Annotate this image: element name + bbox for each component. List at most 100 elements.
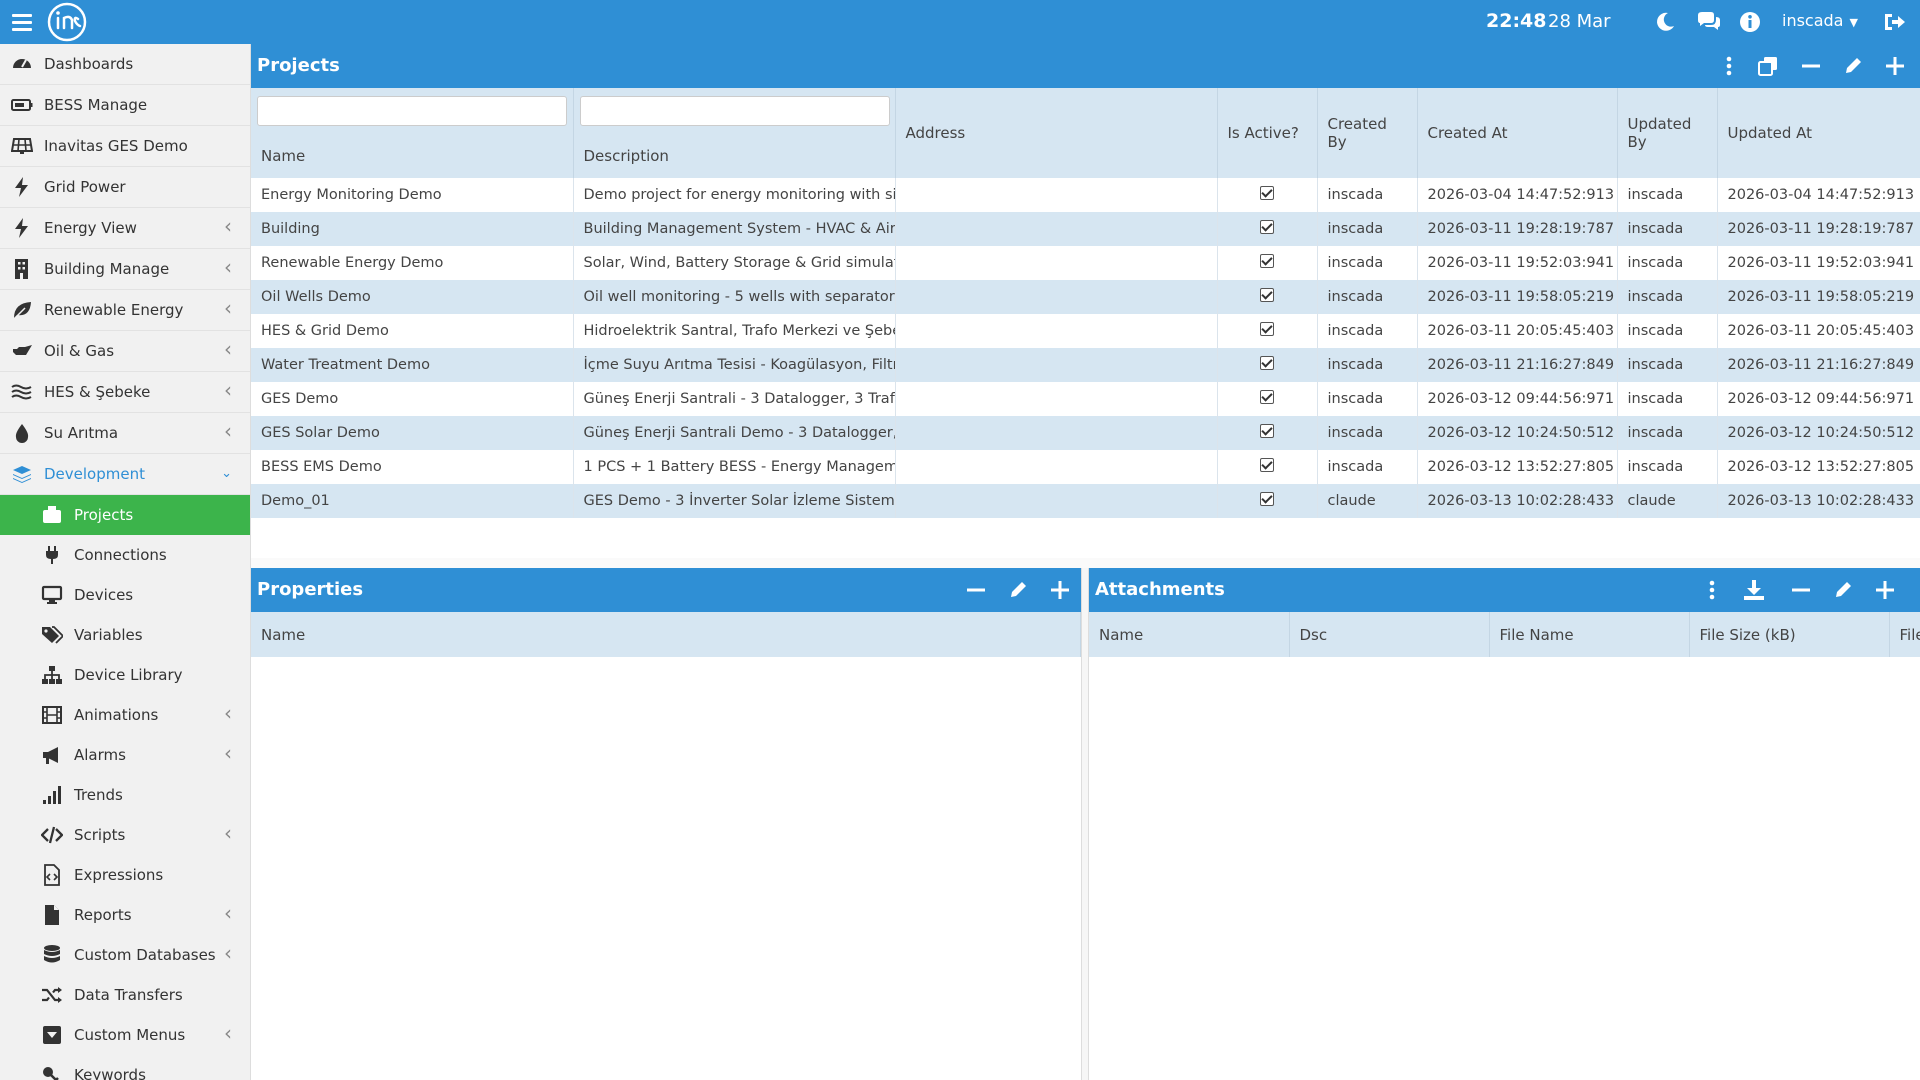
table-row[interactable]: BESS EMS Demo 1 PCS + 1 Battery BESS - En… xyxy=(251,450,1920,484)
sidebar-item-su-ar-tma[interactable]: Su Arıtma ‹ xyxy=(0,413,250,454)
plus-icon[interactable] xyxy=(1048,578,1072,602)
address-cell xyxy=(895,314,1218,348)
column-header-name[interactable]: Name xyxy=(251,612,1081,657)
table-row[interactable]: Water Treatment Demo İçme Suyu Arıtma Tes… xyxy=(251,348,1920,382)
updated-at-cell: 2026-03-11 20:05:45:403 xyxy=(1717,314,1920,348)
minus-icon[interactable] xyxy=(964,578,988,602)
column-header-name[interactable]: Name xyxy=(251,134,574,178)
column-header-name[interactable]: Name xyxy=(1089,612,1290,657)
plus-icon[interactable] xyxy=(1883,54,1907,78)
sidebar-item-bess-manage[interactable]: BESS Manage xyxy=(0,85,250,126)
column-header-file-size[interactable]: File Size (kB) xyxy=(1689,612,1890,657)
sidebar-item-data-transfers[interactable]: Data Transfers xyxy=(0,975,250,1015)
pencil-icon[interactable] xyxy=(1831,578,1855,602)
minus-icon[interactable] xyxy=(1799,54,1823,78)
droplet-icon xyxy=(10,423,34,443)
chat-icon[interactable] xyxy=(1696,10,1722,34)
sidebar-item-development[interactable]: Development ⌄ xyxy=(0,454,250,495)
sidebar-item-hes-ebeke[interactable]: HES & Şebeke ‹ xyxy=(0,372,250,413)
table-row[interactable]: GES Demo Güneş Enerji Santrali - 3 Datalo… xyxy=(251,382,1920,416)
table-row[interactable]: Demo_01 GES Demo - 3 İnverter Solar İzlem… xyxy=(251,484,1920,518)
moon-icon[interactable] xyxy=(1653,10,1677,34)
is-active-cell xyxy=(1217,450,1318,484)
table-row[interactable]: HES & Grid Demo Hidroelektrik Santral, Tr… xyxy=(251,314,1920,348)
column-header-is-active[interactable]: Is Active? xyxy=(1217,88,1318,178)
table-row[interactable]: Oil Wells Demo Oil well monitoring - 5 we… xyxy=(251,280,1920,314)
sidebar-item-scripts[interactable]: Scripts ‹ xyxy=(0,815,250,855)
sidebar-item-label: Reports xyxy=(74,906,132,924)
hamburger-menu-icon[interactable] xyxy=(12,11,32,33)
table-row[interactable]: Building Building Management System - HVA… xyxy=(251,212,1920,246)
column-header-file[interactable]: File xyxy=(1889,612,1920,657)
projects-panel-header: Projects xyxy=(251,44,1920,88)
sidebar-item-keywords[interactable]: Keywords xyxy=(0,1055,250,1080)
sidebar-item-animations[interactable]: Animations ‹ xyxy=(0,695,250,735)
sidebar-item-building-manage[interactable]: Building Manage ‹ xyxy=(0,249,250,290)
sidebar-item-label: Connections xyxy=(74,546,167,564)
column-header-created-by[interactable]: Created By xyxy=(1317,88,1418,178)
chevron-left-icon: ‹ xyxy=(224,941,232,965)
copy-icon[interactable] xyxy=(1756,54,1780,78)
user-name: inscada xyxy=(1782,11,1844,30)
created-by-cell: inscada xyxy=(1317,280,1418,314)
plus-icon[interactable] xyxy=(1873,578,1897,602)
sidebar-item-label: HES & Şebeke xyxy=(44,383,151,401)
name-filter-input[interactable] xyxy=(257,96,567,126)
sidebar-item-custom-databases[interactable]: Custom Databases ‹ xyxy=(0,935,250,975)
sidebar-item-label: Dashboards xyxy=(44,55,134,73)
sidebar-item-grid-power[interactable]: Grid Power xyxy=(0,167,250,208)
sidebar-item-inavitas-ges-demo[interactable]: Inavitas GES Demo xyxy=(0,126,250,167)
updated-by-cell: inscada xyxy=(1617,178,1718,212)
sidebar-item-dashboards[interactable]: Dashboards xyxy=(0,44,250,85)
info-icon[interactable] xyxy=(1738,10,1762,34)
sidebar-item-trends[interactable]: Trends xyxy=(0,775,250,815)
sidebar-item-label: Renewable Energy xyxy=(44,301,184,319)
kebab-menu-icon[interactable] xyxy=(1717,54,1741,78)
download-icon[interactable] xyxy=(1742,578,1766,602)
address-cell xyxy=(895,246,1218,280)
vertical-splitter[interactable] xyxy=(1081,568,1089,1080)
sidebar-item-energy-view[interactable]: Energy View ‹ xyxy=(0,208,250,249)
column-header-file-name[interactable]: File Name xyxy=(1489,612,1690,657)
description-filter-input[interactable] xyxy=(579,96,890,126)
sidebar-item-reports[interactable]: Reports ‹ xyxy=(0,895,250,935)
sidebar-item-oil-gas[interactable]: Oil & Gas ‹ xyxy=(0,331,250,372)
chevron-left-icon: ‹ xyxy=(224,378,232,402)
name-cell: HES & Grid Demo xyxy=(251,314,574,348)
sidebar-item-projects[interactable]: Projects xyxy=(0,495,250,535)
table-row[interactable]: GES Solar Demo Güneş Enerji Santrali Demo… xyxy=(251,416,1920,450)
sidebar-item-renewable-energy[interactable]: Renewable Energy ‹ xyxy=(0,290,250,331)
kebab-menu-icon[interactable] xyxy=(1700,578,1724,602)
sidebar-item-device-library[interactable]: Device Library xyxy=(0,655,250,695)
inscada-logo[interactable] xyxy=(44,2,90,42)
checkbox-checked-icon xyxy=(1260,220,1274,234)
minus-icon[interactable] xyxy=(1789,578,1813,602)
sidebar-item-custom-menus[interactable]: Custom Menus ‹ xyxy=(0,1015,250,1055)
description-cell: Hidroelektrik Santral, Trafo Merkezi ve … xyxy=(573,314,896,348)
sidebar-item-expressions[interactable]: Expressions xyxy=(0,855,250,895)
code-icon xyxy=(40,825,64,845)
column-header-updated-at[interactable]: Updated At xyxy=(1717,88,1920,178)
pencil-icon[interactable] xyxy=(1841,54,1865,78)
logout-icon[interactable] xyxy=(1882,10,1906,34)
description-cell: Building Management System - HVAC & Air … xyxy=(573,212,896,246)
projects-panel: Projects Address Is Active? Created By C… xyxy=(251,44,1920,558)
pencil-icon[interactable] xyxy=(1006,578,1030,602)
sidebar-item-alarms[interactable]: Alarms ‹ xyxy=(0,735,250,775)
solar-panel-icon xyxy=(10,136,34,156)
table-row[interactable]: Energy Monitoring Demo Demo project for e… xyxy=(251,178,1920,212)
horizontal-splitter[interactable] xyxy=(251,558,1920,568)
column-header-created-at[interactable]: Created At xyxy=(1417,88,1618,178)
sidebar-item-devices[interactable]: Devices xyxy=(0,575,250,615)
key-icon xyxy=(40,1065,64,1080)
sidebar-item-variables[interactable]: Variables xyxy=(0,615,250,655)
column-header-address[interactable]: Address xyxy=(895,88,1218,178)
table-row[interactable]: Renewable Energy Demo Solar, Wind, Batter… xyxy=(251,246,1920,280)
user-menu[interactable]: inscada ▼ xyxy=(1782,11,1858,30)
column-header-dsc[interactable]: Dsc xyxy=(1289,612,1490,657)
column-header-description[interactable]: Description xyxy=(573,134,896,178)
column-header-updated-by[interactable]: Updated By xyxy=(1617,88,1718,178)
name-cell: Demo_01 xyxy=(251,484,574,518)
battery-icon xyxy=(10,95,34,115)
sidebar-item-connections[interactable]: Connections xyxy=(0,535,250,575)
